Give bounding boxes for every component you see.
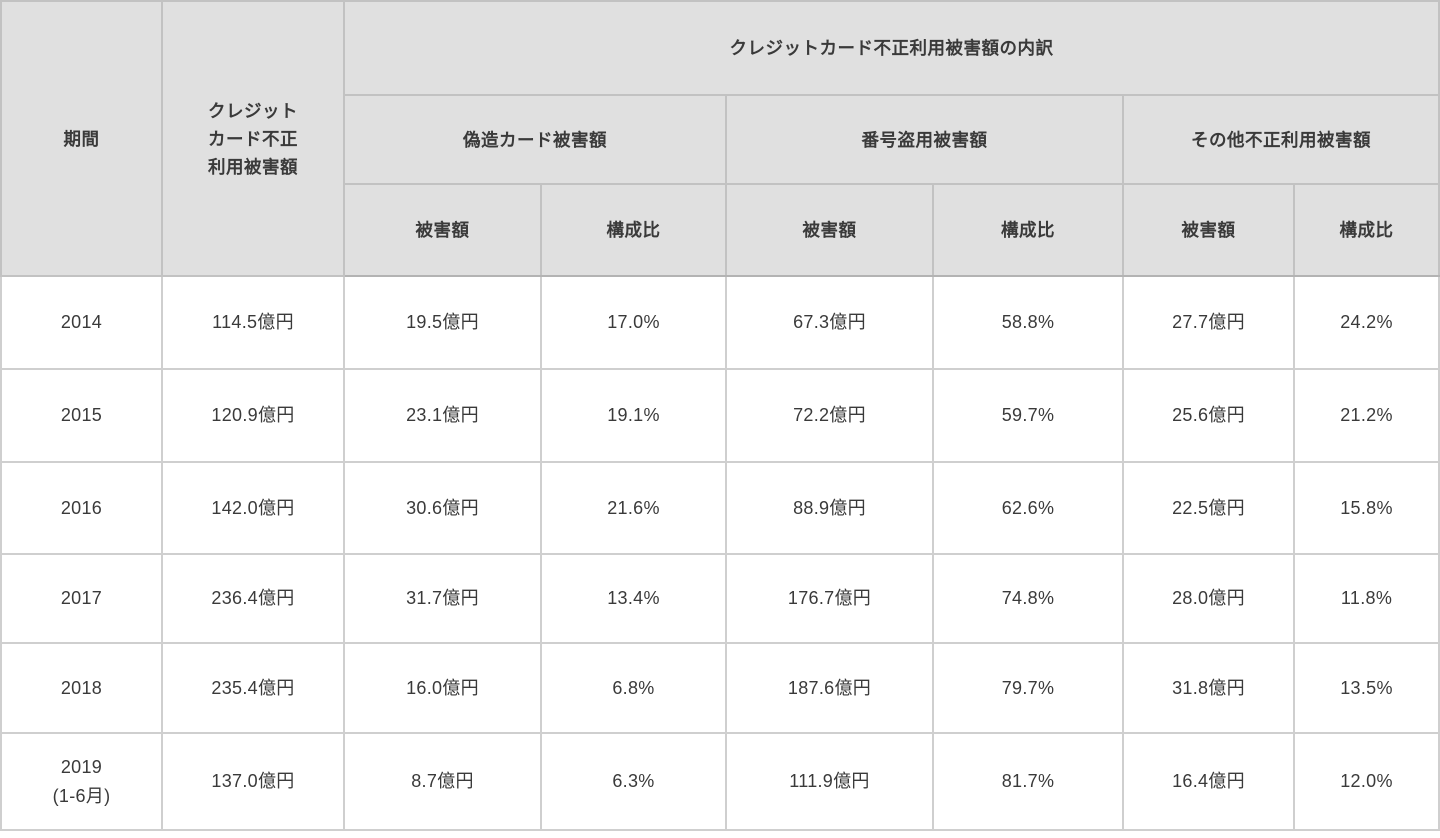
cell-number-theft-ratio: 62.6% [932, 461, 1124, 555]
cell-total-damage: 120.9億円 [161, 368, 345, 463]
cell-counterfeit-ratio: 6.3% [540, 732, 727, 831]
header-row-2: 偽造カード被害額 番号盗用被害額 その他不正利用被害額 [1, 94, 1440, 185]
table-row-2014: 2014 114.5億円 19.5億円 17.0% 67.3億円 58.8% 2… [0, 275, 1440, 370]
cell-counterfeit-ratio: 13.4% [540, 553, 727, 644]
cell-number-theft-ratio: 81.7% [932, 732, 1124, 831]
cell-period: 2016 [0, 461, 163, 555]
cell-total-damage: 142.0億円 [161, 461, 345, 555]
cell-other-ratio: 13.5% [1292, 642, 1440, 734]
cell-number-theft-ratio: 79.7% [932, 642, 1124, 734]
cell-total-damage: 137.0億円 [161, 732, 345, 831]
cell-period: 2019 (1-6月) [0, 732, 163, 831]
header-number-theft-amount: 被害額 [725, 183, 934, 277]
cell-other-amount: 31.8億円 [1122, 642, 1295, 734]
cell-other-amount: 27.7億円 [1122, 275, 1295, 370]
header-counterfeit-amount: 被害額 [343, 183, 542, 277]
cell-number-theft-ratio: 58.8% [932, 275, 1124, 370]
cell-other-ratio: 15.8% [1292, 461, 1440, 555]
cell-counterfeit-amount: 23.1億円 [343, 368, 542, 463]
cell-period: 2017 [0, 553, 163, 644]
cell-number-theft-amount: 111.9億円 [725, 732, 934, 831]
cell-number-theft-ratio: 59.7% [932, 368, 1124, 463]
cell-counterfeit-amount: 30.6億円 [343, 461, 542, 555]
header-counterfeit-ratio: 構成比 [540, 183, 727, 277]
cell-counterfeit-ratio: 17.0% [540, 275, 727, 370]
header-row-1: 期間 クレジット カード不正 利用被害額 クレジットカード不正利用被害額の内訳 [0, 0, 1440, 277]
header-breakdown-title: クレジットカード不正利用被害額の内訳 [342, 0, 1440, 96]
cell-period: 2014 [0, 275, 163, 370]
cell-other-ratio: 21.2% [1292, 368, 1440, 463]
cell-number-theft-amount: 72.2億円 [725, 368, 934, 463]
table-row-2016: 2016 142.0億円 30.6億円 21.6% 88.9億円 62.6% 2… [0, 461, 1440, 555]
cell-other-ratio: 12.0% [1292, 732, 1440, 831]
cell-other-amount: 16.4億円 [1122, 732, 1295, 831]
table-row-2015: 2015 120.9億円 23.1億円 19.1% 72.2億円 59.7% 2… [0, 368, 1440, 463]
header-group-other-fraud: その他不正利用被害額 [1121, 94, 1440, 185]
header-group-counterfeit-card: 偽造カード被害額 [343, 94, 727, 185]
cell-other-amount: 28.0億円 [1122, 553, 1295, 644]
table-row-2017: 2017 236.4億円 31.7億円 13.4% 176.7億円 74.8% … [0, 553, 1440, 644]
cell-counterfeit-ratio: 19.1% [540, 368, 727, 463]
cell-number-theft-amount: 67.3億円 [725, 275, 934, 370]
table-row-2019-h1: 2019 (1-6月) 137.0億円 8.7億円 6.3% 111.9億円 8… [0, 732, 1440, 831]
header-other-ratio: 構成比 [1292, 183, 1440, 277]
cell-other-amount: 25.6億円 [1122, 368, 1295, 463]
cell-number-theft-amount: 176.7億円 [725, 553, 934, 644]
cell-period: 2018 [0, 642, 163, 734]
header-group-number-theft: 番号盗用被害額 [725, 94, 1124, 185]
cell-period: 2015 [0, 368, 163, 463]
cell-number-theft-ratio: 74.8% [932, 553, 1124, 644]
header-period: 期間 [0, 0, 163, 277]
cell-total-damage: 114.5億円 [161, 275, 345, 370]
cell-total-damage: 236.4億円 [161, 553, 345, 644]
cell-total-damage: 235.4億円 [161, 642, 345, 734]
cell-counterfeit-amount: 31.7億円 [343, 553, 542, 644]
table-row-2018: 2018 235.4億円 16.0億円 6.8% 187.6億円 79.7% 3… [0, 642, 1440, 734]
header-number-theft-ratio: 構成比 [932, 183, 1124, 277]
cell-number-theft-amount: 88.9億円 [725, 461, 934, 555]
cell-other-ratio: 11.8% [1292, 553, 1440, 644]
header-row-3: 被害額 構成比 被害額 構成比 被害額 構成比 [1, 183, 1440, 277]
cell-counterfeit-amount: 16.0億円 [343, 642, 542, 734]
cell-counterfeit-amount: 8.7億円 [343, 732, 542, 831]
cell-other-ratio: 24.2% [1292, 275, 1440, 370]
cell-number-theft-amount: 187.6億円 [725, 642, 934, 734]
header-total-damage: クレジット カード不正 利用被害額 [161, 0, 345, 277]
cell-counterfeit-ratio: 6.8% [540, 642, 727, 734]
cell-other-amount: 22.5億円 [1122, 461, 1295, 555]
cell-counterfeit-ratio: 21.6% [540, 461, 727, 555]
cell-counterfeit-amount: 19.5億円 [343, 275, 542, 370]
header-other-amount: 被害額 [1122, 183, 1295, 277]
